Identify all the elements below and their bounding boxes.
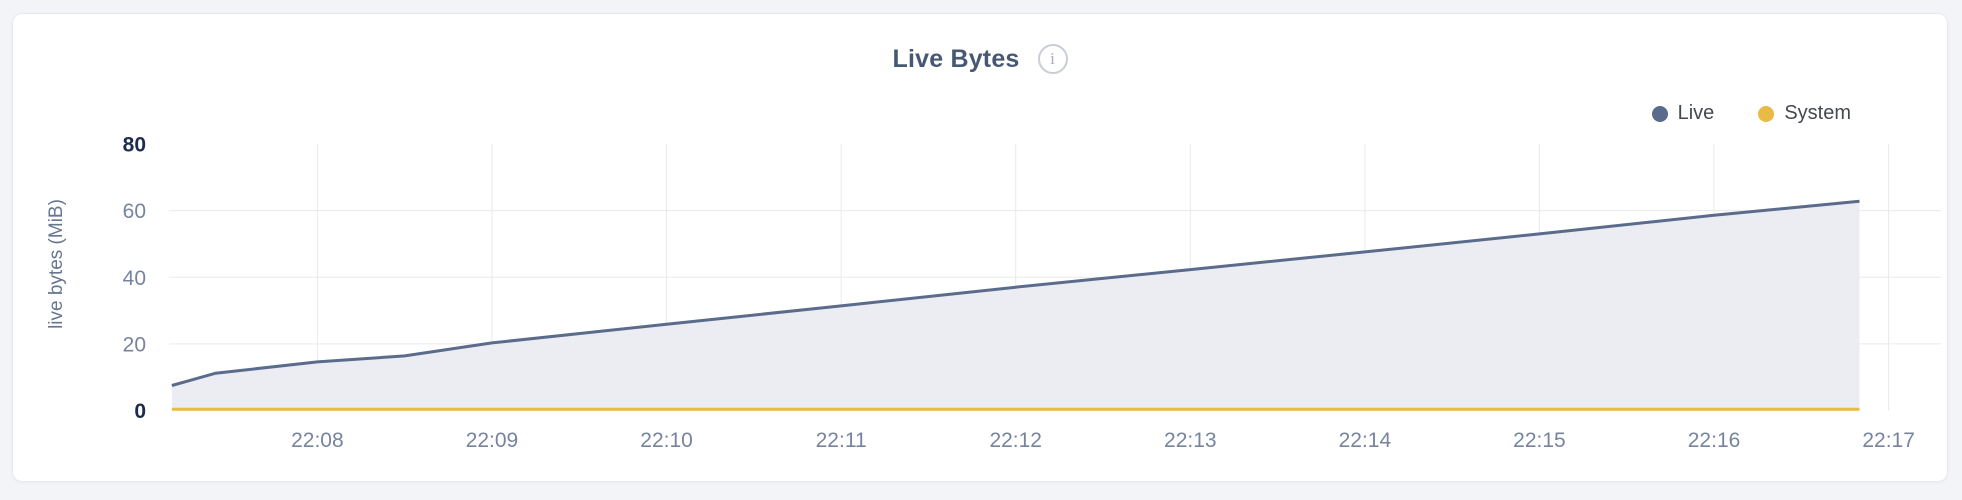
legend-label-live: Live — [1677, 102, 1715, 124]
x-tick-label: 22:13 — [1164, 429, 1217, 452]
legend: Live System — [1651, 102, 1851, 125]
live-series-dot-icon — [1651, 105, 1668, 122]
chart-header: Live Bytes i — [13, 44, 1947, 74]
x-tick-label: 22:08 — [291, 429, 344, 452]
live-line — [171, 199, 1860, 387]
chart-card: Live Bytes i Live System live bytes (MiB… — [12, 13, 1948, 482]
legend-label-system: System — [1784, 102, 1851, 124]
x-tick-label: 22:14 — [1339, 429, 1392, 452]
y-tick-label: 60 — [123, 200, 146, 223]
x-tick-label: 22:16 — [1688, 429, 1741, 452]
x-tick-label: 22:11 — [816, 429, 867, 452]
y-tick-label: 40 — [123, 267, 146, 290]
legend-item-system[interactable]: System — [1758, 102, 1851, 125]
x-tick-label: 22:12 — [989, 429, 1042, 452]
x-tick-label: 22:09 — [466, 429, 519, 452]
system-series-dot-icon — [1758, 105, 1775, 122]
y-tick-label: 80 — [123, 134, 146, 157]
legend-item-live[interactable]: Live — [1651, 102, 1715, 125]
x-tick-label: 22:17 — [1862, 429, 1915, 452]
x-tick-label: 22:15 — [1513, 429, 1566, 452]
y-tick-label: 20 — [123, 333, 146, 356]
y-tick-label: 0 — [134, 400, 146, 423]
chart-svg[interactable]: 0 20 40 60 80 22:08 22:09 22:10 22:11 22:12 22:13 2… — [13, 14, 1949, 483]
chart-title: Live Bytes — [892, 44, 1020, 73]
x-tick-label: 22:10 — [640, 429, 693, 452]
info-icon[interactable]: i — [1037, 44, 1068, 74]
live-area — [171, 201, 1860, 411]
